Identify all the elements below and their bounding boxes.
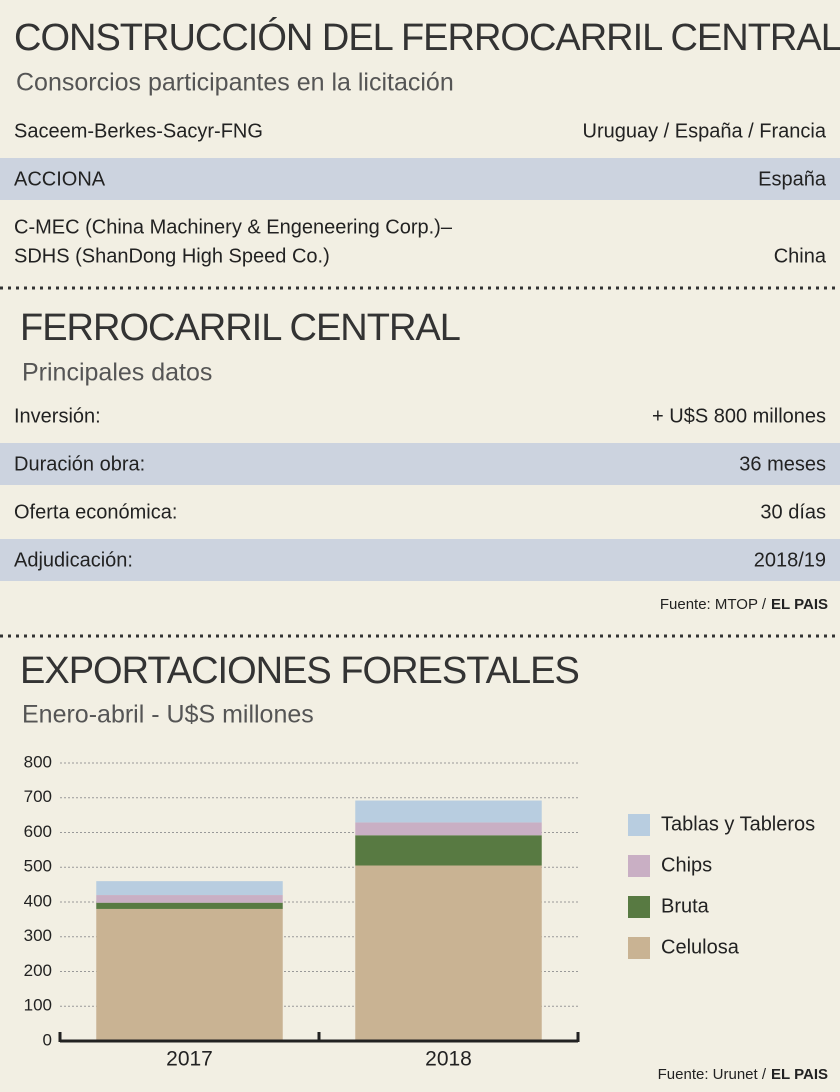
y-tick-label: 100 xyxy=(24,996,52,1015)
bar-segment xyxy=(96,895,283,903)
legend-label: Tablas y Tableros xyxy=(661,813,815,835)
row-label: Duración obra: xyxy=(14,453,145,475)
section-title: CONSTRUCCIÓN DEL FERROCARRIL CENTRAL xyxy=(14,16,840,59)
row-label: Oferta económica: xyxy=(14,501,177,523)
row-label: SDHS (ShanDong High Speed Co.) xyxy=(14,245,330,267)
bar-segment xyxy=(96,908,283,1041)
row-value: Uruguay / España / Francia xyxy=(583,120,827,142)
y-tick-label: 400 xyxy=(24,891,52,910)
y-tick-label: 700 xyxy=(24,787,52,806)
legend-label: Bruta xyxy=(661,895,710,917)
section-title: FERROCARRIL CENTRAL xyxy=(20,307,460,349)
bar-segment xyxy=(355,822,542,836)
section-subtitle: Consorcios participantes en la licitació… xyxy=(16,69,454,97)
y-tick-label: 0 xyxy=(43,1030,52,1049)
source: Fuente: Urunet / xyxy=(658,1066,767,1083)
row-value: España xyxy=(758,168,827,190)
legend-swatch xyxy=(628,896,650,918)
row-label: Adjudicación: xyxy=(14,549,133,571)
y-tick-label: 300 xyxy=(24,926,52,945)
source-brand: EL PAIS xyxy=(771,1066,828,1083)
y-tick-label: 500 xyxy=(24,857,52,876)
bar-segment xyxy=(355,865,542,1041)
row-value: 36 meses xyxy=(739,453,826,475)
row-label: C-MEC (China Machinery & Engeneering Cor… xyxy=(14,216,453,238)
row-band xyxy=(0,539,840,581)
row-label: Inversión: xyxy=(14,405,101,427)
legend-label: Celulosa xyxy=(661,936,740,958)
y-tick-label: 800 xyxy=(24,752,52,771)
source: Fuente: MTOP / xyxy=(660,596,767,613)
row-value: + U$S 800 millones xyxy=(652,405,826,427)
row-band xyxy=(0,443,840,485)
row-label: Saceem-Berkes-Sacyr-FNG xyxy=(14,120,263,142)
row-value: 2018/19 xyxy=(754,549,826,571)
legend-label: Chips xyxy=(661,854,712,876)
row-value: 30 días xyxy=(760,501,826,523)
source-brand: EL PAIS xyxy=(771,596,828,613)
legend-swatch xyxy=(628,814,650,836)
legend-swatch xyxy=(628,855,650,877)
section-subtitle: Principales datos xyxy=(22,359,212,387)
bar-segment xyxy=(96,881,283,896)
bar-segment xyxy=(355,800,542,823)
row-label: ACCIONA xyxy=(14,168,106,190)
row-value: China xyxy=(774,245,827,267)
x-tick-label: 2017 xyxy=(166,1048,213,1071)
y-tick-label: 600 xyxy=(24,822,52,841)
x-tick-label: 2018 xyxy=(425,1048,472,1071)
bar-segment xyxy=(96,902,283,909)
row-band xyxy=(0,158,840,200)
legend-swatch xyxy=(628,937,650,959)
y-tick-label: 200 xyxy=(24,961,52,980)
bar-segment xyxy=(355,835,542,866)
chart-subtitle: Enero-abril - U$S millones xyxy=(22,701,314,729)
chart-title: EXPORTACIONES FORESTALES xyxy=(20,650,579,692)
